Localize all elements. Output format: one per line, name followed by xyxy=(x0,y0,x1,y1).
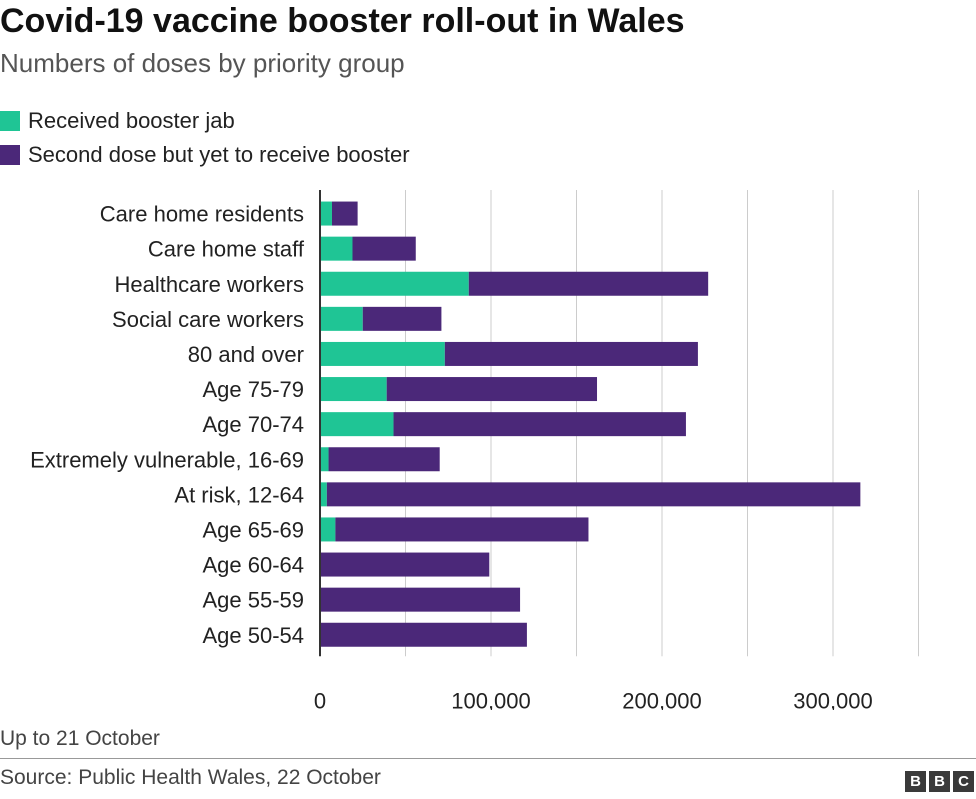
legend-swatch-pending xyxy=(0,145,20,165)
category-label: Extremely vulnerable, 16-69 xyxy=(30,447,304,472)
bar-received xyxy=(320,517,336,542)
category-label: Care home residents xyxy=(100,202,304,227)
bar-received xyxy=(320,341,445,366)
bar-pending xyxy=(352,236,416,261)
x-tick-label: 200,000 xyxy=(622,688,702,710)
bar-pending xyxy=(328,447,440,472)
x-tick-label: 0 xyxy=(314,688,326,710)
category-label: Age 50-54 xyxy=(202,623,304,648)
chart-subtitle: Numbers of doses by priority group xyxy=(0,48,405,78)
bar-received xyxy=(320,306,363,331)
chart-title: Covid-19 vaccine booster roll-out in Wal… xyxy=(0,2,685,40)
bbc-logo-letter: C xyxy=(953,771,974,792)
chart-note: Up to 21 October xyxy=(0,727,160,750)
category-label: 80 and over xyxy=(188,342,304,367)
x-tick-label: 300,000 xyxy=(793,688,873,710)
bar-pending xyxy=(468,271,709,296)
legend-label-pending: Second dose but yet to receive booster xyxy=(28,142,410,167)
bar-pending xyxy=(320,587,521,612)
bar-pending xyxy=(320,552,490,577)
bar-pending xyxy=(331,201,358,226)
bar-received xyxy=(320,271,469,296)
bbc-logo-letter: B xyxy=(929,771,950,792)
bar-received xyxy=(320,236,353,261)
category-label: Healthcare workers xyxy=(114,272,304,297)
category-label: Age 60-64 xyxy=(202,553,304,578)
legend-item-received: Received booster jab xyxy=(0,104,410,138)
bar-pending xyxy=(326,482,861,507)
bar-received xyxy=(320,447,329,472)
category-label: Age 75-79 xyxy=(202,377,304,402)
bar-chart: Care home residents Care home staff Health… xyxy=(30,190,919,710)
source-text: Source: Public Health Wales, 22 October xyxy=(0,766,381,789)
legend-label-received: Received booster jab xyxy=(28,108,235,133)
category-label: Age 65-69 xyxy=(202,517,304,542)
legend-swatch-received xyxy=(0,111,20,131)
category-label: Age 55-59 xyxy=(202,588,304,613)
legend: Received booster jab Second dose but yet… xyxy=(0,104,410,172)
category-label: Age 70-74 xyxy=(202,412,304,437)
bar-received xyxy=(320,377,387,402)
bar-received xyxy=(320,201,332,226)
bar-pending xyxy=(335,517,589,542)
bar-pending xyxy=(444,341,698,366)
category-label: Social care workers xyxy=(112,307,304,332)
bbc-logo-letter: B xyxy=(905,771,926,792)
category-label: Care home staff xyxy=(148,237,305,262)
footer-divider xyxy=(0,758,976,759)
bar-pending xyxy=(386,377,598,402)
bar-received xyxy=(320,412,394,437)
bar-pending xyxy=(320,622,527,647)
bar-received xyxy=(320,482,327,507)
legend-item-pending: Second dose but yet to receive booster xyxy=(0,138,410,172)
bar-pending xyxy=(393,412,686,437)
bbc-logo: B B C xyxy=(905,771,974,792)
bar-pending xyxy=(362,306,442,331)
category-label: At risk, 12-64 xyxy=(174,482,304,507)
x-tick-label: 100,000 xyxy=(451,688,531,710)
